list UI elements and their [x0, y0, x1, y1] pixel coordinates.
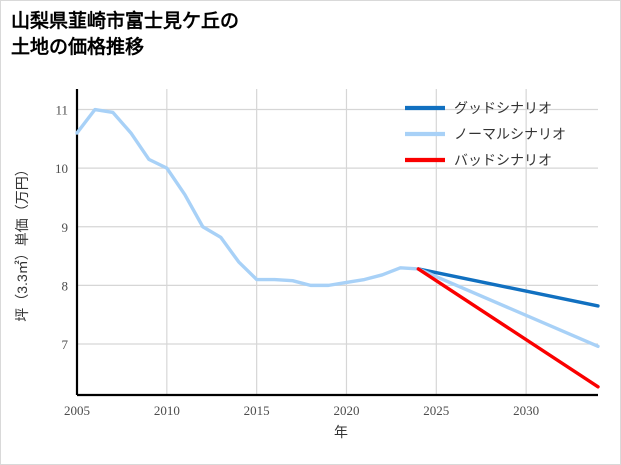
legend-label: グッドシナリオ [454, 100, 552, 116]
y-tick-label: 9 [62, 220, 69, 235]
axis-lines [75, 89, 598, 397]
x-tick-label: 2030 [513, 403, 539, 418]
x-tick-label: 2010 [154, 403, 180, 418]
legend-label: ノーマルシナリオ [454, 126, 566, 142]
y-tick-labels: 7 8 9 10 11 [55, 103, 69, 352]
x-tick-labels: 2005 2010 2015 2020 2025 2030 [64, 403, 539, 418]
y-tick-label: 10 [55, 161, 68, 176]
x-tick-label: 2005 [64, 403, 90, 418]
series-line-good [416, 267, 600, 308]
legend-label: バッドシナリオ [454, 152, 552, 168]
series-line-bad [416, 267, 600, 389]
page-title: 山梨県韮崎市富士見ケ丘の 土地の価格推移 [11, 11, 240, 59]
y-tick-label: 8 [62, 278, 69, 293]
x-tick-label: 2025 [423, 403, 449, 418]
data-series [75, 107, 600, 389]
x-tick-label: 2015 [244, 403, 270, 418]
x-tick-label: 2020 [333, 403, 359, 418]
y-axis-title: 坪（3.3㎡）単価（万円） [14, 162, 30, 321]
series-line-normal [75, 107, 600, 349]
gridlines [77, 89, 598, 395]
x-axis-title: 年 [334, 424, 348, 440]
y-tick-label: 11 [55, 103, 68, 118]
y-tick-label: 7 [62, 337, 69, 352]
